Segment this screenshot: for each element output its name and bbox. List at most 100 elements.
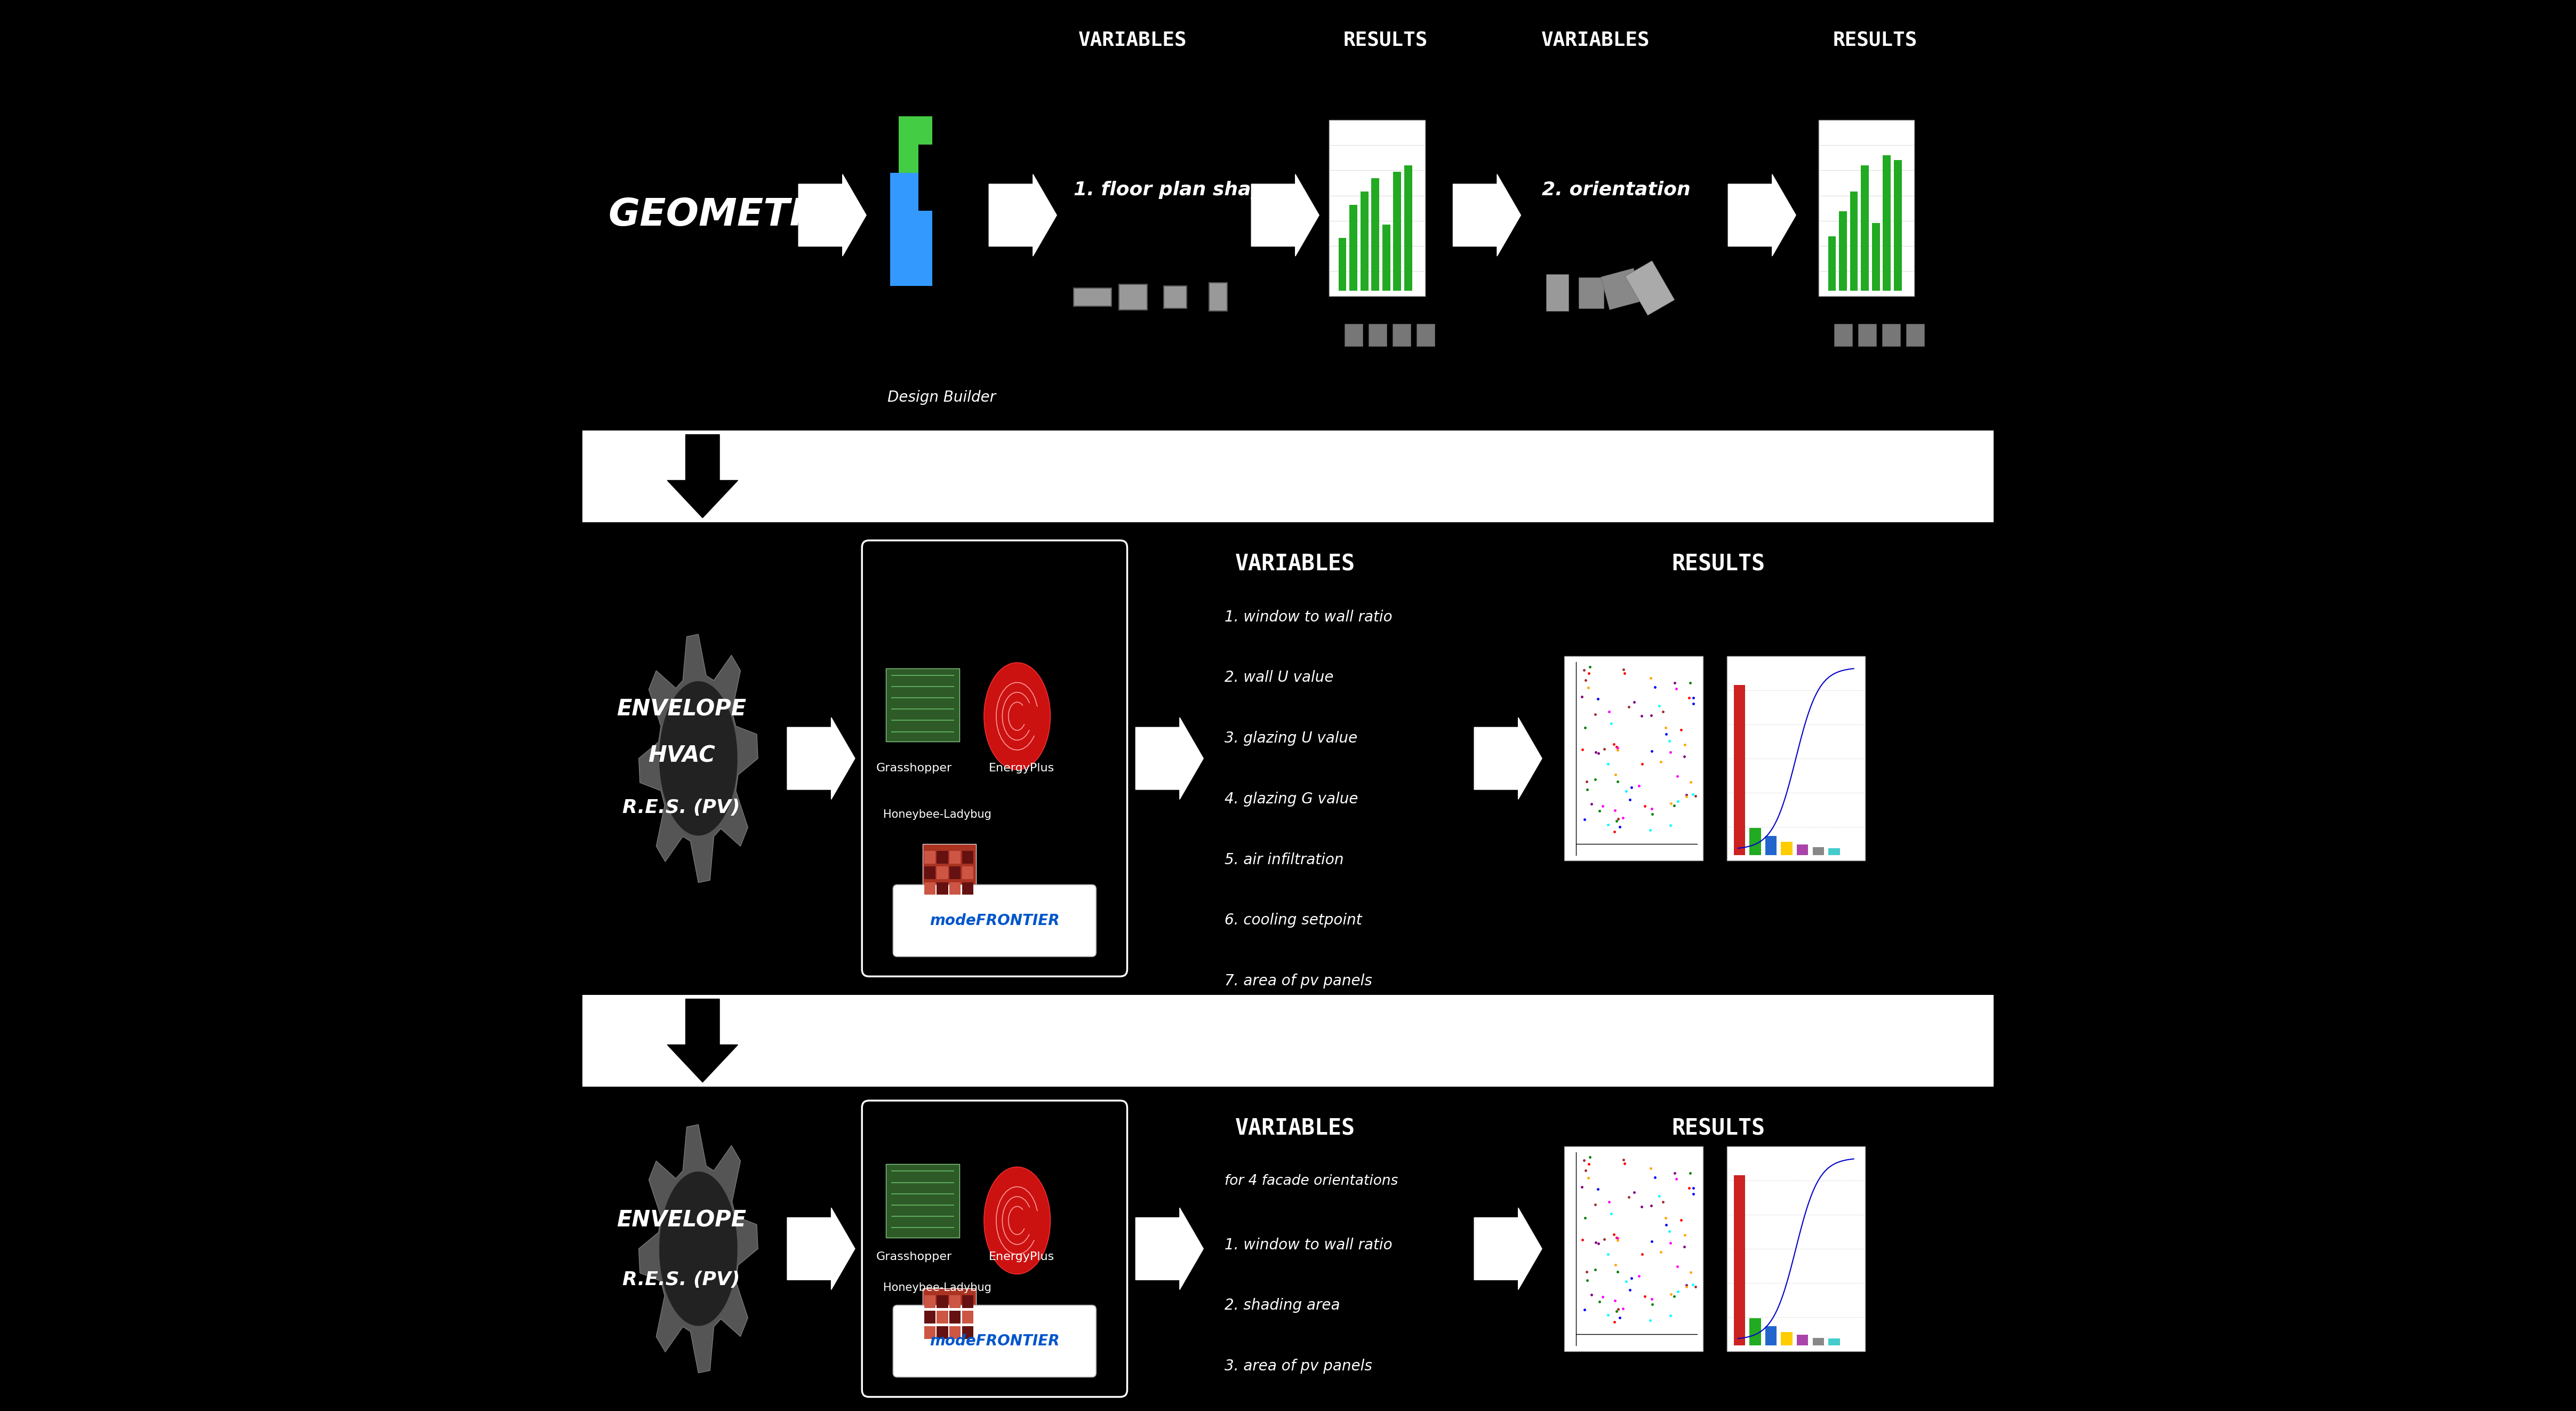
Polygon shape xyxy=(667,435,737,518)
Bar xyxy=(1798,1335,1808,1346)
Bar xyxy=(1404,165,1412,291)
Bar xyxy=(886,669,958,742)
Bar xyxy=(938,1295,948,1308)
Text: R.E.S. (PV): R.E.S. (PV) xyxy=(623,799,739,817)
Bar xyxy=(961,851,974,864)
Bar xyxy=(1417,325,1435,346)
Text: 3. glazing U value: 3. glazing U value xyxy=(1224,731,1358,746)
Text: Grasshopper: Grasshopper xyxy=(876,1252,953,1263)
Polygon shape xyxy=(639,635,757,883)
Polygon shape xyxy=(1136,717,1203,799)
Text: 2. orientation: 2. orientation xyxy=(1543,181,1690,199)
Bar xyxy=(1625,261,1674,316)
Bar xyxy=(582,0,1994,430)
Bar xyxy=(925,882,935,895)
Text: VARIABLES: VARIABLES xyxy=(1079,31,1188,51)
Polygon shape xyxy=(788,1208,855,1290)
Bar xyxy=(938,851,948,864)
Bar xyxy=(1873,223,1880,291)
Bar xyxy=(1906,325,1924,346)
Bar xyxy=(1857,325,1875,346)
Bar xyxy=(1829,236,1837,291)
Polygon shape xyxy=(1728,175,1795,257)
Bar xyxy=(1164,285,1188,309)
Text: modeFRONTIER: modeFRONTIER xyxy=(930,1333,1059,1349)
Bar xyxy=(1726,1146,1865,1352)
Text: 7. area of pv panels: 7. area of pv panels xyxy=(1224,974,1373,989)
Bar xyxy=(1780,1332,1793,1346)
Bar xyxy=(1370,178,1378,291)
Text: 1. window to wall ratio: 1. window to wall ratio xyxy=(1224,1237,1391,1253)
Text: ENVELOPE: ENVELOPE xyxy=(616,1209,747,1232)
Bar xyxy=(1893,161,1901,291)
Bar xyxy=(1834,325,1852,346)
Bar xyxy=(1819,120,1914,296)
Text: 2. wall U value: 2. wall U value xyxy=(1224,670,1334,686)
FancyBboxPatch shape xyxy=(894,885,1097,957)
Text: EnergyPlus: EnergyPlus xyxy=(989,1252,1054,1263)
Bar xyxy=(922,1288,976,1342)
Text: HVAC: HVAC xyxy=(649,745,716,766)
Polygon shape xyxy=(659,1171,737,1326)
Text: Honeybee-Ladybug: Honeybee-Ladybug xyxy=(884,809,992,820)
Bar xyxy=(951,882,961,895)
Bar xyxy=(1345,325,1363,346)
Bar xyxy=(1749,1318,1762,1346)
Bar xyxy=(925,1295,935,1308)
Bar xyxy=(938,1311,948,1324)
Text: VARIABLES: VARIABLES xyxy=(1234,553,1355,576)
Bar xyxy=(1368,325,1386,346)
Bar xyxy=(1839,212,1847,291)
FancyBboxPatch shape xyxy=(863,1101,1128,1397)
Bar xyxy=(1883,325,1901,346)
Text: VARIABLES: VARIABLES xyxy=(1234,1118,1355,1140)
Bar xyxy=(951,1311,961,1324)
Bar xyxy=(582,522,1994,995)
Text: ENVELOPE: ENVELOPE xyxy=(616,698,747,720)
Bar xyxy=(886,1164,958,1237)
Bar xyxy=(582,430,1994,522)
Text: 2. shading area: 2. shading area xyxy=(1224,1298,1340,1314)
Bar xyxy=(925,1326,935,1339)
Polygon shape xyxy=(788,717,855,799)
Bar xyxy=(1780,841,1793,855)
Text: modeFRONTIER: modeFRONTIER xyxy=(930,913,1059,928)
Bar xyxy=(961,1311,974,1324)
Bar xyxy=(1749,828,1762,855)
Bar xyxy=(1329,120,1425,296)
Bar xyxy=(582,995,1994,1086)
FancyBboxPatch shape xyxy=(894,1305,1097,1377)
Bar xyxy=(961,866,974,879)
Text: 3. area of pv panels: 3. area of pv panels xyxy=(1224,1359,1373,1374)
Bar xyxy=(951,866,961,879)
Bar xyxy=(1394,325,1412,346)
Bar xyxy=(1564,1146,1703,1352)
Bar xyxy=(1340,238,1347,291)
Bar xyxy=(1798,844,1808,855)
Polygon shape xyxy=(1453,175,1520,257)
Bar xyxy=(961,882,974,895)
Text: Grasshopper: Grasshopper xyxy=(876,762,953,773)
Bar xyxy=(1726,656,1865,861)
Bar xyxy=(925,866,935,879)
Bar xyxy=(1814,848,1824,855)
Bar xyxy=(1600,268,1643,310)
Text: 6. cooling setpoint: 6. cooling setpoint xyxy=(1224,913,1363,928)
Polygon shape xyxy=(799,175,866,257)
Bar xyxy=(1734,684,1744,855)
Polygon shape xyxy=(659,682,737,835)
FancyBboxPatch shape xyxy=(863,540,1128,976)
Bar xyxy=(1734,1175,1744,1346)
Text: RESULTS: RESULTS xyxy=(1342,31,1427,51)
Text: Design Builder: Design Builder xyxy=(886,389,997,405)
Bar xyxy=(925,851,935,864)
Text: RESULTS: RESULTS xyxy=(1832,31,1917,51)
Bar xyxy=(1360,192,1368,291)
Bar xyxy=(1564,656,1703,861)
Polygon shape xyxy=(1473,717,1543,799)
Bar xyxy=(951,851,961,864)
Bar xyxy=(1383,224,1391,291)
Bar xyxy=(951,1326,961,1339)
Text: R.E.S. (PV): R.E.S. (PV) xyxy=(623,1271,739,1288)
Polygon shape xyxy=(639,1125,757,1373)
